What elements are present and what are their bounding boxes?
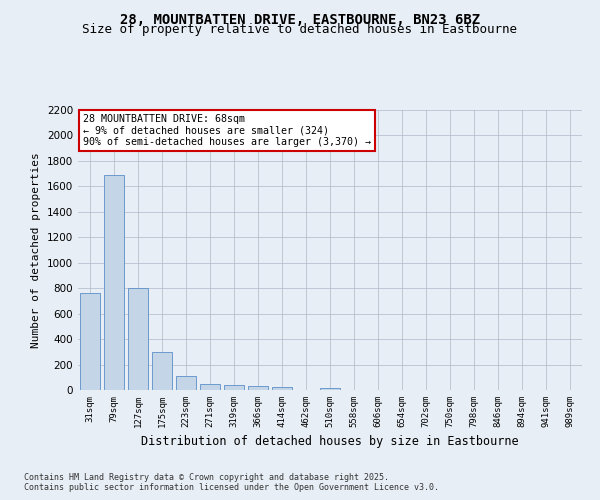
Bar xyxy=(248,386,268,390)
Text: Contains public sector information licensed under the Open Government Licence v3: Contains public sector information licen… xyxy=(24,482,439,492)
Text: Contains HM Land Registry data © Crown copyright and database right 2025.: Contains HM Land Registry data © Crown c… xyxy=(24,472,389,482)
Y-axis label: Number of detached properties: Number of detached properties xyxy=(31,152,41,348)
Bar xyxy=(200,384,220,390)
Bar xyxy=(104,175,124,390)
Text: 28 MOUNTBATTEN DRIVE: 68sqm
← 9% of detached houses are smaller (324)
90% of sem: 28 MOUNTBATTEN DRIVE: 68sqm ← 9% of deta… xyxy=(83,114,371,148)
Bar xyxy=(320,388,340,390)
Bar xyxy=(272,387,292,390)
Text: Size of property relative to detached houses in Eastbourne: Size of property relative to detached ho… xyxy=(83,24,517,36)
Bar xyxy=(80,294,100,390)
Bar xyxy=(224,385,244,390)
X-axis label: Distribution of detached houses by size in Eastbourne: Distribution of detached houses by size … xyxy=(141,436,519,448)
Bar xyxy=(176,376,196,390)
Bar xyxy=(152,352,172,390)
Text: 28, MOUNTBATTEN DRIVE, EASTBOURNE, BN23 6BZ: 28, MOUNTBATTEN DRIVE, EASTBOURNE, BN23 … xyxy=(120,12,480,26)
Bar xyxy=(128,288,148,390)
